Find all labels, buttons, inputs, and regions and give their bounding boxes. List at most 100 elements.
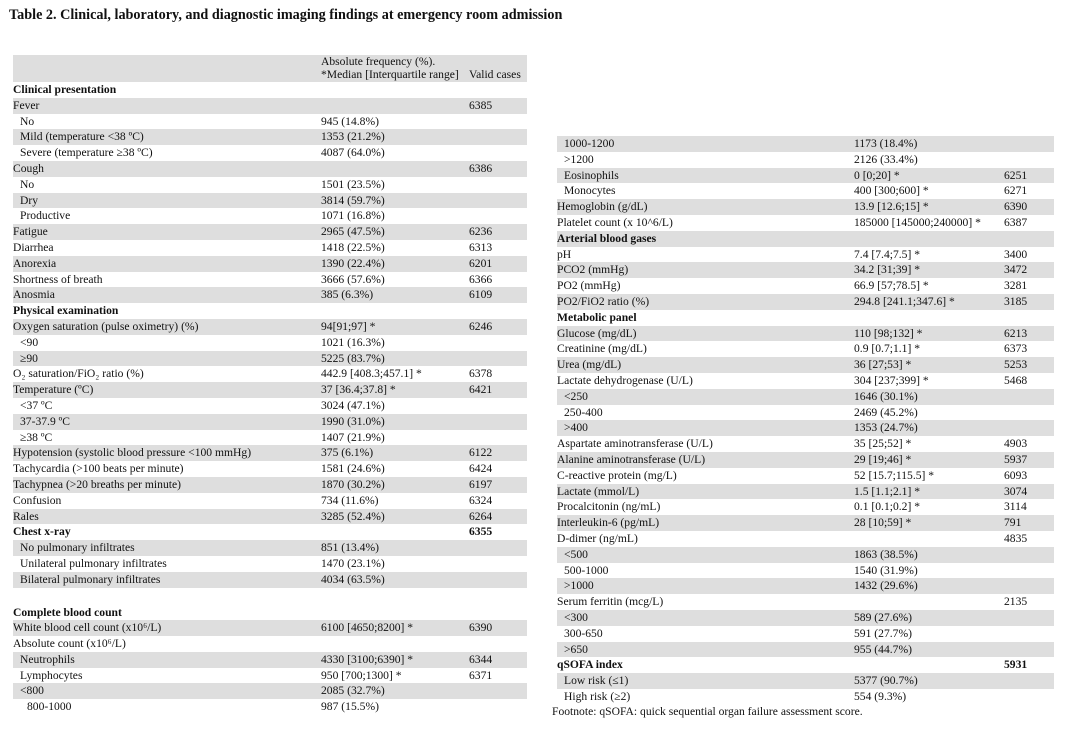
row-label: Bilateral pulmonary infiltrates bbox=[13, 571, 321, 588]
row-value: 400 [300;600] * bbox=[854, 184, 929, 198]
row-label: 37-37.9 ºC bbox=[13, 413, 321, 430]
row-label: Low risk (≤1) bbox=[557, 673, 854, 689]
row-valid-cases bbox=[1004, 310, 1054, 326]
row-label: Unilateral pulmonary infiltrates bbox=[20, 556, 167, 570]
row-value: 1870 (30.2%) bbox=[321, 476, 469, 493]
table-row: Alanine aminotransferase (U/L) 29 [19;46]… bbox=[557, 451, 1054, 468]
row-valid-cases: 6264 bbox=[469, 508, 527, 525]
table-row: <800 2085 (32.7%) bbox=[13, 683, 527, 700]
row-valid-cases bbox=[1004, 673, 1054, 689]
row-valid-cases: 6093 bbox=[1004, 468, 1028, 482]
row-valid-cases bbox=[1004, 136, 1054, 152]
row-value bbox=[321, 303, 469, 319]
row-label: Chest x-ray bbox=[13, 525, 71, 539]
row-label: <90 bbox=[20, 335, 39, 349]
row-valid-cases: 6271 bbox=[1004, 184, 1028, 198]
row-value: 2085 (32.7%) bbox=[321, 683, 469, 700]
table-row: >1200 2126 (33.4%) bbox=[557, 152, 1054, 168]
row-label: Arterial blood gases bbox=[557, 230, 854, 247]
table-row: Tachypnea (>20 breaths per minute) 1870 (… bbox=[13, 476, 527, 493]
row-value bbox=[321, 588, 469, 605]
section-heading-row: qSOFA index 5931 bbox=[557, 657, 1054, 673]
row-valid-cases bbox=[1004, 626, 1054, 642]
row-label: White blood cell count (x10⁶/L) bbox=[13, 620, 321, 637]
row-label: <300 bbox=[557, 609, 854, 626]
row-label: No pulmonary infiltrates bbox=[13, 540, 321, 556]
row-value: 3024 (47.1%) bbox=[321, 398, 385, 412]
table-row bbox=[13, 588, 527, 605]
row-value: 304 [237;399] * bbox=[854, 373, 929, 387]
row-value bbox=[321, 605, 469, 621]
row-valid-cases: 4835 bbox=[1004, 531, 1028, 545]
row-label: Interleukin-6 (pg/mL) bbox=[557, 515, 854, 531]
row-valid-cases: 2135 bbox=[1004, 595, 1028, 609]
row-value: 34.2 [31;39] * bbox=[854, 262, 1004, 279]
row-value: 35 [25;52] * bbox=[854, 437, 912, 451]
row-valid-cases: 6246 bbox=[469, 318, 527, 335]
row-label bbox=[13, 588, 321, 605]
section-heading-row: Arterial blood gases bbox=[557, 230, 1054, 247]
row-value bbox=[854, 657, 1004, 673]
table-row: >400 1353 (24.7%) bbox=[557, 420, 1054, 437]
row-value bbox=[854, 594, 1004, 610]
table-row: No pulmonary infiltrates 851 (13.4%) bbox=[13, 540, 527, 556]
row-valid-cases bbox=[1004, 609, 1054, 626]
row-label: 500-1000 bbox=[564, 563, 609, 577]
table-row: Creatinine (mg/dL) 0.9 [0.7;1.1] * 6373 bbox=[557, 341, 1054, 357]
table-row: Temperature (ºC) 37 [36.4;37.8] * 6421 bbox=[13, 382, 527, 398]
row-value: 2965 (47.5%) bbox=[321, 224, 469, 240]
table-row: ≥38 ºC 1407 (21.9%) bbox=[13, 430, 527, 446]
row-label: D-dimer (ng/mL) bbox=[557, 531, 638, 545]
row-label: >650 bbox=[557, 641, 854, 658]
row-valid-cases bbox=[469, 82, 527, 98]
row-label: No bbox=[20, 114, 35, 128]
row-value bbox=[321, 636, 469, 652]
row-value: 37 [36.4;37.8] * bbox=[321, 382, 469, 398]
table-row: Anorexia 1390 (22.4%) 6201 bbox=[13, 255, 527, 272]
row-valid-cases bbox=[469, 192, 527, 209]
row-value: 29 [19;46] * bbox=[854, 451, 1004, 468]
row-valid-cases bbox=[1004, 546, 1054, 563]
row-value: 375 (6.1%) bbox=[321, 445, 469, 462]
row-valid-cases: 6424 bbox=[469, 462, 493, 476]
row-value: 7.4 [7.4;7.5] * bbox=[854, 247, 921, 261]
row-label: Anorexia bbox=[13, 255, 321, 272]
row-label: Confusion bbox=[13, 493, 62, 507]
row-label: Fever bbox=[13, 97, 321, 114]
table-row: No 945 (14.8%) bbox=[13, 114, 527, 130]
row-valid-cases bbox=[469, 636, 527, 652]
row-valid-cases: 6313 bbox=[469, 240, 493, 254]
row-label: Lactate dehydrogenase (U/L) bbox=[557, 373, 693, 387]
table-row: Procalcitonin (ng/mL) 0.1 [0.1;0.2] * 3114 bbox=[557, 499, 1054, 515]
table-row: Confusion 734 (11.6%) 6324 bbox=[13, 493, 527, 509]
row-label: Tachypnea (>20 breaths per minute) bbox=[13, 476, 321, 493]
table-row: <37 ºC 3024 (47.1%) bbox=[13, 398, 527, 414]
row-value: 6100 [4650;8200] * bbox=[321, 620, 469, 637]
row-valid-cases: 6213 bbox=[1004, 325, 1054, 342]
table-row: ≥90 5225 (83.7%) bbox=[13, 350, 527, 367]
table-row: Aspartate aminotransferase (U/L) 35 [25;5… bbox=[557, 436, 1054, 452]
row-value: 1390 (22.4%) bbox=[321, 255, 469, 272]
row-valid-cases bbox=[1004, 230, 1054, 247]
row-label: Urea (mg/dL) bbox=[557, 357, 854, 373]
row-value: 1021 (16.3%) bbox=[321, 335, 385, 349]
row-value bbox=[854, 230, 1004, 247]
row-label: 300-650 bbox=[564, 626, 603, 640]
table-row: D-dimer (ng/mL) 4835 bbox=[557, 531, 1054, 547]
row-valid-cases: 6251 bbox=[1004, 167, 1054, 184]
row-valid-cases: 6371 bbox=[469, 668, 493, 682]
row-label: Procalcitonin (ng/mL) bbox=[557, 500, 661, 514]
table-row: Rales 3285 (52.4%) 6264 bbox=[13, 508, 527, 525]
row-value: 1863 (38.5%) bbox=[854, 546, 1004, 563]
row-label: Lactate (mmol/L) bbox=[557, 483, 854, 500]
table-row: Productive 1071 (16.8%) bbox=[13, 208, 527, 224]
row-value: 1353 (21.2%) bbox=[321, 129, 469, 146]
row-valid-cases bbox=[469, 430, 527, 446]
row-value: 185000 [145000;240000] * bbox=[854, 215, 981, 229]
row-valid-cases: 6122 bbox=[469, 445, 527, 462]
row-label: Eosinophils bbox=[557, 167, 854, 184]
row-valid-cases: 5253 bbox=[1004, 357, 1054, 373]
row-valid-cases bbox=[469, 605, 527, 621]
row-value: 5225 (83.7%) bbox=[321, 350, 469, 367]
row-valid-cases bbox=[1004, 689, 1054, 705]
